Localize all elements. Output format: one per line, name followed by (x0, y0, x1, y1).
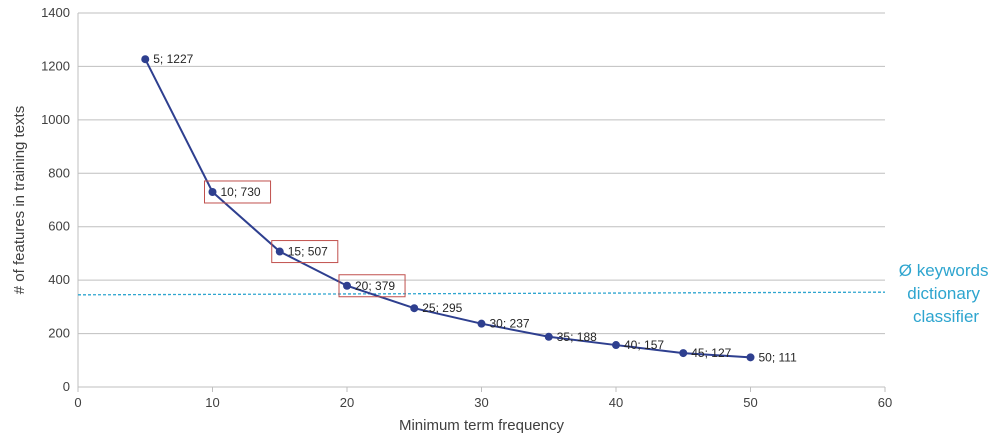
series-group (141, 55, 755, 362)
x-tick-label-40: 40 (609, 395, 623, 410)
reference-label-line-2: dictionary (907, 284, 980, 303)
y-tick-label-1200: 1200 (41, 58, 70, 73)
reference-line-label: Ø keywords dictionary classifier (899, 261, 993, 326)
y-tick-label-0: 0 (63, 379, 70, 394)
data-label-35: 35; 188 (557, 330, 597, 344)
data-label-10: 10; 730 (221, 185, 261, 199)
highlight-box-20 (338, 274, 406, 298)
x-tick-label-30: 30 (474, 395, 488, 410)
data-point-30 (477, 319, 486, 328)
y-tick-label-800: 800 (48, 165, 70, 180)
highlight-box-15 (271, 240, 339, 264)
data-label-45: 45; 127 (691, 346, 731, 360)
x-tick-label-10: 10 (205, 395, 219, 410)
data-label-5: 5; 1227 (153, 52, 193, 66)
data-point-50 (746, 353, 755, 362)
y-tick-label-600: 600 (48, 219, 70, 234)
y-tick-label-200: 200 (48, 326, 70, 341)
point-labels: 5; 1227 10; 730 15; 507 20; 379 25; 295 30; 2… (153, 52, 797, 364)
x-tick-label-0: 0 (74, 395, 81, 410)
tick-labels: 0 200 400 600 800 1000 1200 1400 0 10 20 30 40 50 60 (41, 5, 892, 410)
y-tick-label-400: 400 (48, 272, 70, 287)
reference-dashed-line (77, 291, 886, 296)
series-line-0 (144, 58, 751, 359)
reference-label-line-3: classifier (913, 307, 979, 326)
data-label-50: 50; 111 (759, 350, 798, 364)
x-axis-label: Minimum term frequency (399, 417, 565, 434)
data-point-40 (612, 341, 620, 350)
data-point-20 (343, 281, 351, 290)
data-label-40: 40; 157 (624, 338, 664, 352)
gridlines (78, 12, 885, 335)
reference-label-line-1: Ø keywords (899, 261, 989, 280)
axes (77, 13, 886, 392)
data-point-15 (275, 247, 284, 256)
y-axis-label: # of features in training texts (11, 106, 28, 294)
y-tick-label-1400: 1400 (41, 5, 70, 20)
data-point-35 (544, 332, 553, 341)
data-label-20: 20; 379 (355, 279, 395, 293)
data-point-25 (410, 304, 419, 313)
data-label-15: 15; 507 (288, 245, 328, 259)
x-tick-label-50: 50 (743, 395, 757, 410)
reference-line-group (77, 291, 886, 296)
data-label-25: 25; 295 (422, 301, 462, 315)
data-point-10 (208, 187, 217, 196)
x-tick-label-60: 60 (878, 395, 892, 410)
data-label-30: 30; 237 (490, 317, 530, 331)
y-tick-label-1000: 1000 (41, 112, 70, 127)
data-point-5 (141, 55, 150, 64)
x-tick-label-20: 20 (340, 395, 354, 410)
highlight-box-10 (204, 180, 272, 204)
data-point-45 (679, 349, 688, 358)
